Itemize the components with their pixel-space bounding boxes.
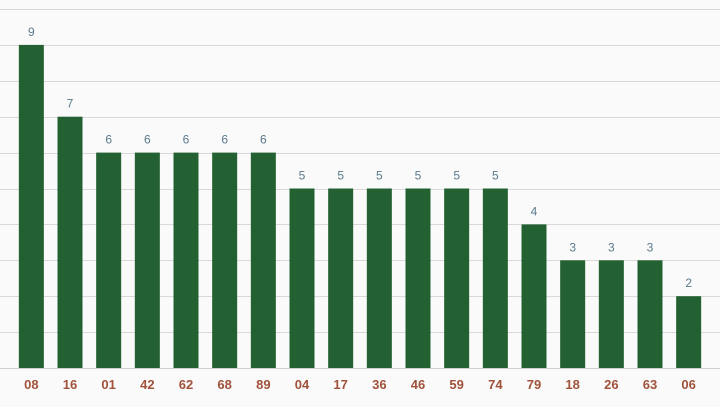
bar-36 [366,188,392,368]
value-labels: 9 7 6 6 6 6 6 5 5 5 5 5 5 4 3 3 3 2 [28,25,692,290]
x-tick-label-59: 59 [449,377,463,392]
x-tick-label-06: 06 [681,377,695,392]
x-tick-label-62: 62 [179,377,193,392]
bar-74 [482,188,508,368]
x-tick-label-63: 63 [643,377,657,392]
bar-63 [637,260,663,368]
value-label-18: 3 [569,240,576,254]
bar-16 [57,116,83,368]
bar-62 [173,152,199,368]
bar-68 [212,152,238,368]
value-label-08: 9 [28,25,35,39]
x-tick-label-04: 04 [295,377,310,392]
x-tick-label-08: 08 [24,377,38,392]
bar-42 [134,152,160,368]
x-tick-label-74: 74 [488,377,503,392]
value-label-26: 3 [608,240,615,254]
bar-01 [96,152,122,368]
value-label-36: 5 [376,169,383,183]
x-tick-label-79: 79 [527,377,541,392]
value-label-89: 6 [260,133,267,147]
x-tick-label-16: 16 [63,377,77,392]
x-tick-label-18: 18 [565,377,579,392]
value-label-46: 5 [415,169,422,183]
bar-08 [18,44,44,369]
x-tick-label-36: 36 [372,377,386,392]
value-label-17: 5 [337,169,344,183]
bar-26 [598,260,624,368]
value-label-06: 2 [685,276,692,290]
x-tick-label-26: 26 [604,377,618,392]
x-tick-label-17: 17 [333,377,347,392]
value-label-04: 5 [299,169,306,183]
value-label-68: 6 [221,133,228,147]
value-label-79: 4 [531,204,538,218]
x-tick-label-68: 68 [217,377,231,392]
x-tick-label-42: 42 [140,377,154,392]
bar-89 [250,152,276,368]
value-label-74: 5 [492,169,499,183]
x-axis-ticks: 08 16 01 42 62 68 89 04 17 36 46 59 74 79 18 26 63 06 [24,377,696,392]
bar-18 [560,260,586,368]
x-tick-label-01: 01 [101,377,115,392]
x-tick-label-89: 89 [256,377,270,392]
bar-46 [405,188,431,368]
bar-04 [289,188,315,368]
value-label-16: 7 [67,97,74,111]
value-label-01: 6 [105,133,112,147]
value-label-63: 3 [647,240,654,254]
bar-06 [676,296,702,368]
bars [18,44,702,369]
value-label-42: 6 [144,133,151,147]
value-label-59: 5 [453,169,460,183]
bar-79 [521,224,547,368]
bar-17 [328,188,354,368]
x-tick-label-46: 46 [411,377,425,392]
value-label-62: 6 [183,133,190,147]
bar-59 [444,188,470,368]
